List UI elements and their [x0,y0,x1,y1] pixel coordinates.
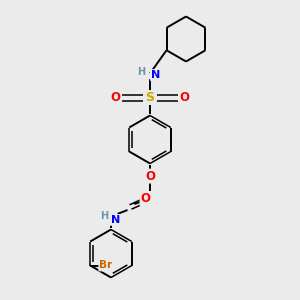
Text: H: H [137,67,146,77]
Text: O: O [110,91,121,104]
Text: Br: Br [99,260,112,271]
Text: O: O [140,192,151,205]
Text: H: H [100,211,109,221]
Text: O: O [179,91,190,104]
Text: N: N [111,215,120,225]
Text: N: N [151,70,160,80]
Text: O: O [145,169,155,183]
Text: S: S [146,91,154,104]
